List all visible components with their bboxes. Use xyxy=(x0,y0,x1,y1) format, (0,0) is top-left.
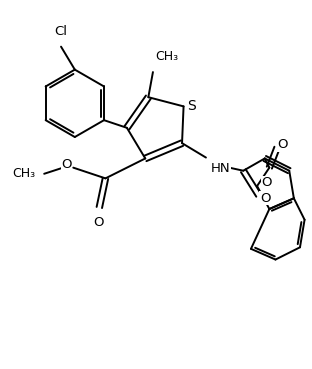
Text: O: O xyxy=(262,176,272,189)
Text: O: O xyxy=(94,216,104,229)
Text: HN: HN xyxy=(211,162,231,175)
Text: S: S xyxy=(187,99,196,113)
Text: Cl: Cl xyxy=(54,25,67,38)
Text: O: O xyxy=(61,158,72,171)
Text: CH₃: CH₃ xyxy=(155,50,178,63)
Text: CH₃: CH₃ xyxy=(12,167,36,180)
Text: O: O xyxy=(260,192,271,205)
Text: O: O xyxy=(277,138,288,151)
